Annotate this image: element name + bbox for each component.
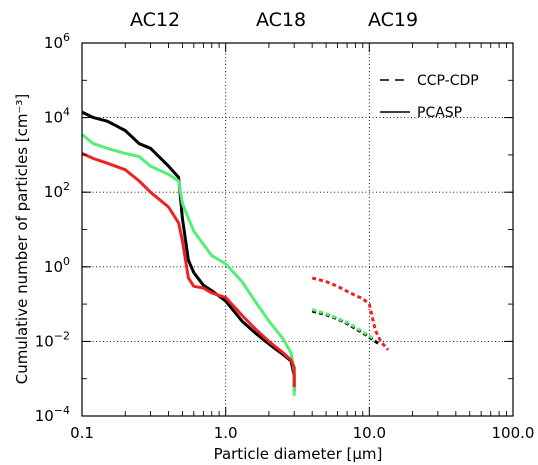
y-tick-exponent: −2 [54, 329, 70, 342]
x-tick-label: 1.0 [214, 424, 238, 442]
y-tick-label: 102 [44, 180, 70, 201]
x-tick-label: 10.0 [353, 424, 386, 442]
legend-label-ccp-cdp: CCP-CDP [417, 73, 479, 89]
series-ccp-cdp-ac12 [311, 309, 382, 347]
grid-layer [82, 43, 513, 416]
y-tick-base: 10 [44, 34, 63, 52]
campaign-label-ac12: AC12 [130, 9, 180, 31]
series-ccp-cdp-ac19 [311, 276, 390, 351]
series-pcasp-ac18 [81, 133, 296, 396]
y-tick-exponent: 4 [63, 106, 70, 119]
y-tick-base: 10 [44, 183, 63, 201]
y-tick-exponent: 0 [63, 255, 70, 268]
campaign-label-ac19: AC19 [368, 9, 418, 31]
y-tick-exponent: −4 [54, 404, 70, 417]
series-pcasp-ac12 [81, 110, 296, 392]
series-layer [81, 110, 390, 396]
y-tick-exponent: 6 [63, 31, 70, 44]
x-tick-label: 0.1 [70, 424, 94, 442]
y-tick-label: 106 [44, 31, 70, 52]
series-ccp-cdp-ac18 [311, 307, 377, 342]
y-tick-base: 10 [44, 109, 63, 127]
series-pcasp-ac19 [81, 152, 296, 387]
y-tick-base: 10 [35, 407, 54, 425]
x-axis-label: Particle diameter [μm] [214, 445, 383, 463]
x-tick-label: 100.0 [492, 424, 535, 442]
y-tick-label: 104 [44, 106, 70, 127]
y-axis-label: Cumulative number of particles [cm⁻³] [13, 94, 31, 385]
y-tick-base: 10 [35, 332, 54, 350]
campaign-label-ac18: AC18 [256, 9, 306, 31]
y-tick-label: 10−2 [35, 329, 70, 350]
plot-frame [81, 42, 514, 417]
y-tick-label: 10−4 [35, 404, 70, 425]
y-tick-label: 100 [44, 255, 70, 276]
y-tick-exponent: 2 [63, 180, 70, 193]
y-tick-base: 10 [44, 258, 63, 276]
legend-label-pcasp: PCASP [417, 105, 462, 121]
legend: CCP-CDP PCASP [380, 73, 479, 121]
campaign-labels: AC12 AC18 AC19 [130, 9, 418, 31]
